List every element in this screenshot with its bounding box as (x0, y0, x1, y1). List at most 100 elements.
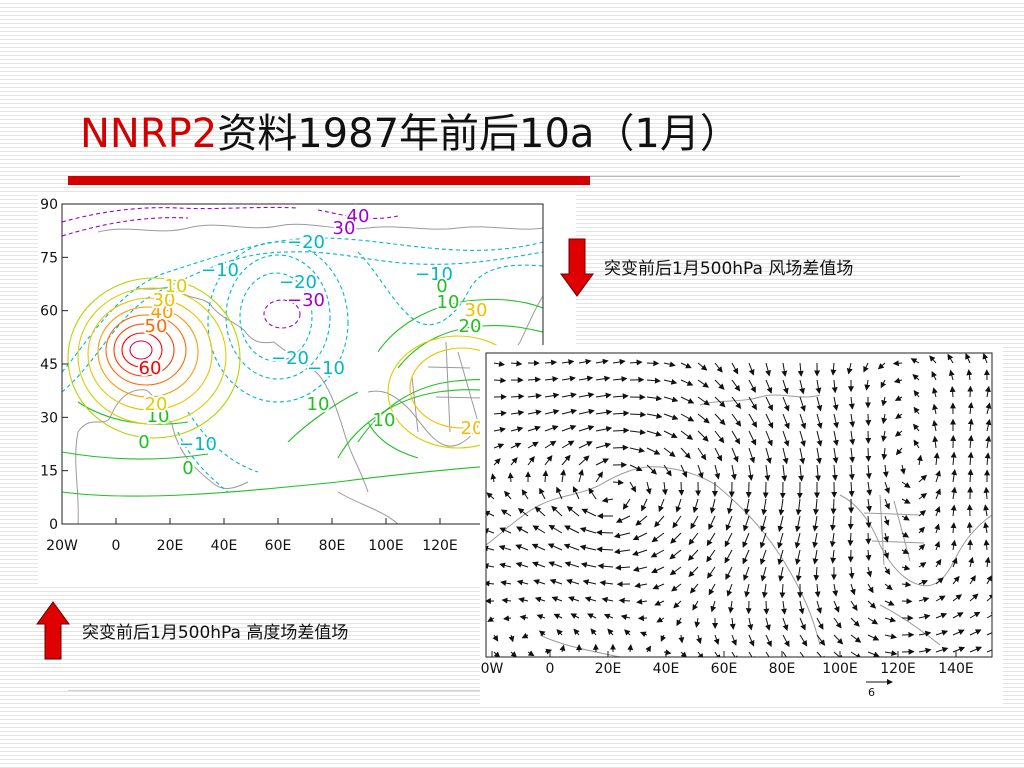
wind-vector (596, 529, 614, 536)
wind-vector (763, 600, 770, 615)
wind-vector (588, 487, 597, 500)
wind-vector (515, 561, 529, 568)
wind-vector (781, 362, 788, 377)
wind-vector (692, 600, 699, 611)
wind-vector (984, 556, 991, 568)
wind-vector (629, 481, 637, 493)
wind-vector (548, 561, 563, 568)
wind-vector (493, 410, 507, 417)
wind-vector (815, 447, 822, 465)
wind-vector (983, 486, 990, 500)
wind-vector (678, 481, 685, 496)
wind-vector (639, 631, 648, 638)
wind-vector (748, 430, 757, 446)
wind-vector (865, 464, 872, 480)
wind-vector (934, 506, 941, 517)
wind-x-tick-label: 0W (481, 661, 504, 677)
wind-vector (612, 358, 626, 365)
wind-vector (794, 549, 801, 566)
wind-vector (709, 498, 716, 514)
wind-vector (848, 464, 855, 481)
wind-vector (850, 600, 858, 612)
wind-vector (813, 566, 820, 582)
wind-vector (847, 532, 854, 547)
wind-x-tick-label: 20E (595, 661, 622, 677)
contour-label: 50 (145, 316, 168, 337)
wind-vector (949, 386, 956, 398)
wind-vector (680, 430, 694, 440)
wind-vector (510, 426, 524, 433)
wind-vector (742, 532, 750, 548)
wind-vector (932, 419, 938, 432)
wind-x-tick-label: 100E (822, 661, 858, 677)
wind-vector (918, 526, 925, 534)
wind-vector (680, 447, 691, 459)
wind-vector (895, 413, 903, 419)
wind-vector (901, 548, 910, 554)
wind-vector (714, 464, 721, 480)
wind-vector (714, 430, 725, 444)
wind-vector (670, 532, 682, 544)
wind-vector (544, 408, 560, 415)
wind-vector (551, 596, 563, 602)
wind-vector (629, 411, 647, 418)
wind-vector (713, 634, 720, 646)
wind-vector (934, 523, 941, 534)
wind-vector (781, 464, 788, 482)
height-caption: 突变前后1月500hPa 高度场差值场 (82, 623, 349, 643)
wind-vector (816, 634, 826, 646)
wind-vector (519, 614, 529, 621)
wind-vector (884, 600, 895, 606)
wind-vector (641, 498, 648, 512)
wind-vector (935, 612, 948, 619)
wind-vector (725, 566, 733, 580)
wind-vector (578, 425, 595, 432)
wind-vector (601, 497, 614, 503)
wind-vector (866, 481, 873, 496)
contour-label: 30 (465, 300, 488, 321)
wind-vector (761, 583, 768, 599)
wind-vector (714, 379, 725, 390)
wind-vector (544, 392, 560, 399)
wind-vector (832, 447, 839, 464)
wind-vector (833, 413, 839, 429)
wind-vector (867, 617, 879, 625)
wind-vector (965, 353, 971, 364)
wind-vector (663, 649, 672, 656)
wind-vector (521, 632, 529, 639)
wind-vector (748, 379, 756, 393)
wind-vector (646, 412, 663, 419)
wind-vector (510, 393, 525, 400)
wind-vector (765, 447, 772, 464)
wind-vector (515, 544, 529, 551)
wind-vector (724, 532, 733, 548)
wind-vector (912, 423, 920, 432)
wind-vector (849, 413, 856, 428)
wind-vector (651, 566, 665, 574)
wind-vector (561, 359, 575, 366)
wind-vector (865, 447, 872, 462)
contour-label: −20 (279, 272, 317, 293)
wind-vector (985, 418, 992, 432)
wind-vector (646, 377, 661, 384)
contour-label: 10 (437, 292, 460, 313)
wind-vector (708, 583, 716, 596)
wind-vector (816, 430, 823, 447)
wind-vector (881, 447, 888, 461)
wind-vector (912, 374, 920, 381)
wind-vector (612, 427, 630, 434)
height-x-tick-label: 20E (157, 538, 184, 554)
wind-vector (527, 456, 535, 466)
wind-vector (731, 379, 741, 392)
contour-label: 0 (436, 276, 447, 297)
wind-vector (689, 583, 699, 594)
wind-vector (493, 426, 506, 433)
wind-vector (501, 597, 512, 604)
wind-vector (778, 566, 785, 582)
wind-vector (867, 651, 880, 657)
wind-plot-area (486, 353, 992, 657)
wind-vector (731, 396, 742, 409)
wind-vector (566, 505, 580, 517)
wind-vector (549, 578, 563, 585)
wind-vector (508, 634, 515, 643)
